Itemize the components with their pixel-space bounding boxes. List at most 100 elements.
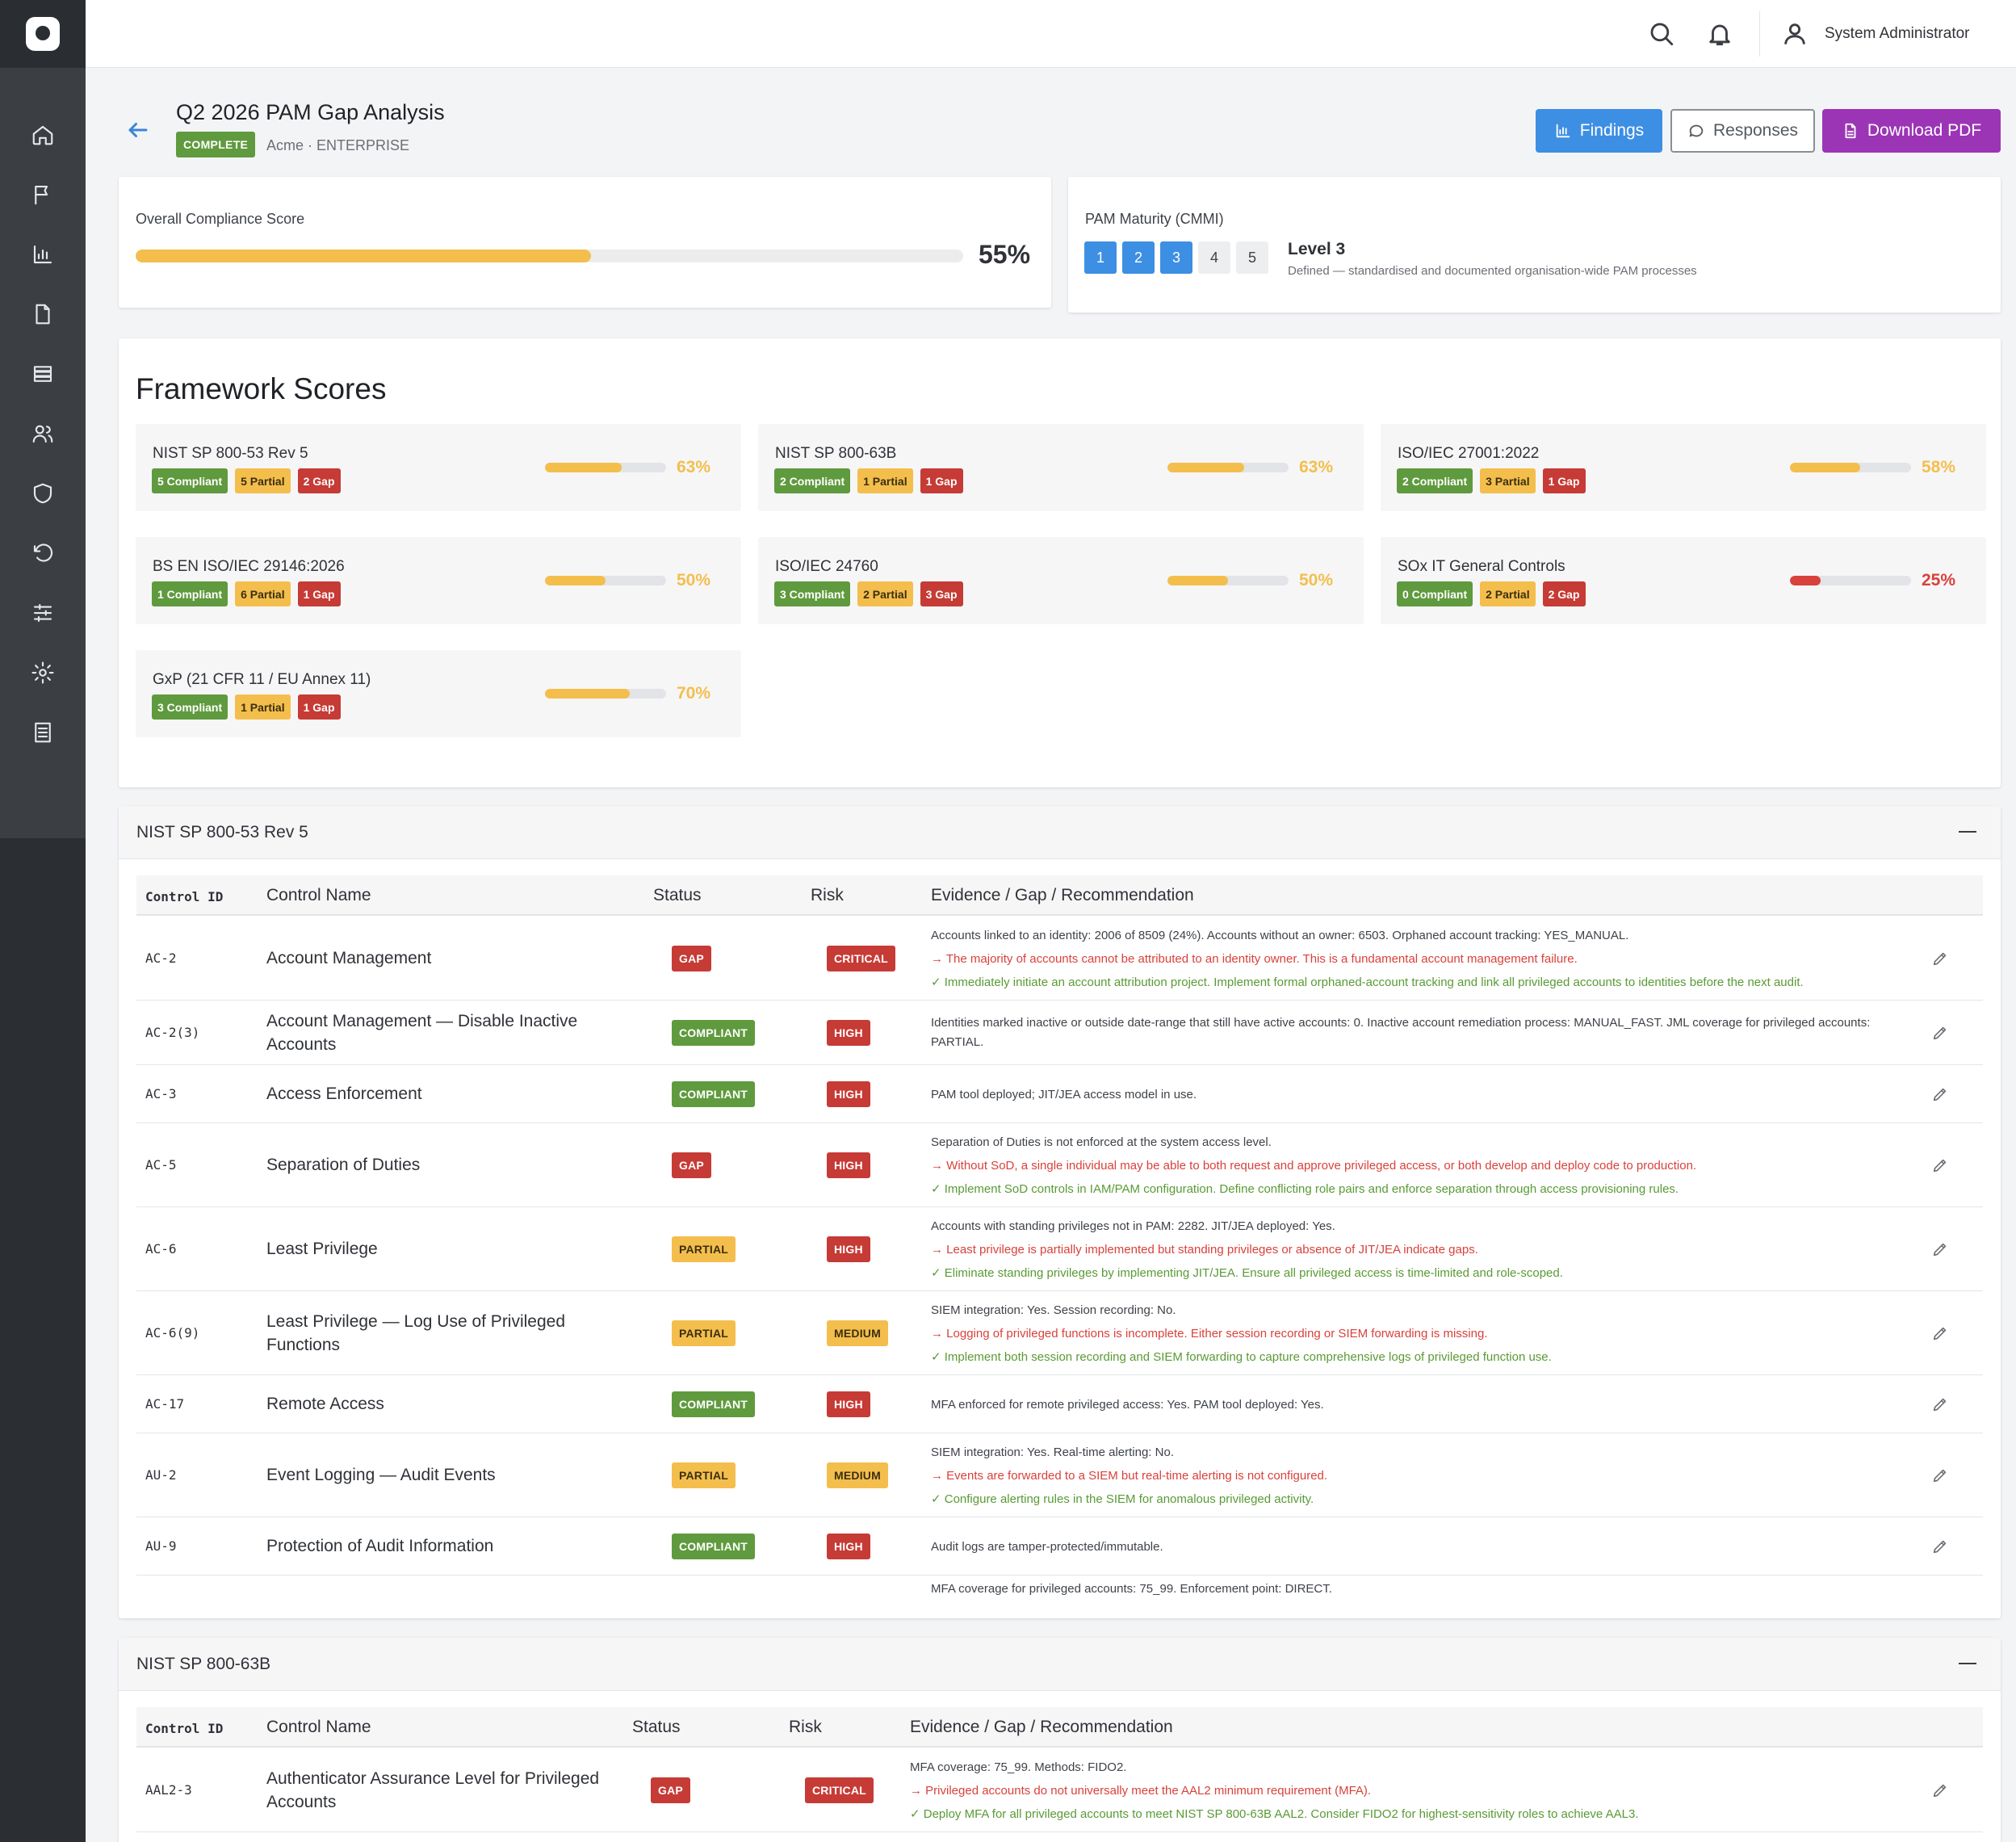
compliance-score-card: Overall Compliance Score 55%: [119, 177, 1051, 308]
status-badge: PARTIAL: [672, 1320, 736, 1346]
framework-name: NIST SP 800-63B: [775, 445, 897, 462]
control-id: AAL2-3: [145, 1782, 192, 1798]
sidebar-item-inventory[interactable]: [0, 344, 86, 404]
evidence-text: MFA coverage: 75_99. Methods: FIDO2.: [910, 1760, 1127, 1774]
gap-count-badge: 2 Gap: [1542, 581, 1586, 606]
edit-button[interactable]: [1931, 1156, 1949, 1174]
evidence-cell: MFA coverage: 75_99. Methods: FIDO2. → Pr…: [910, 1756, 1879, 1826]
flag-icon: [35, 185, 48, 205]
user-menu[interactable]: System Administrator: [1781, 18, 1970, 50]
collapse-icon[interactable]: [1959, 831, 1976, 833]
sidebar-item-settings[interactable]: [0, 643, 86, 703]
sidebar-item-reports[interactable]: [0, 224, 86, 284]
risk-badge: CRITICAL: [805, 1777, 874, 1803]
pdf-file-icon: [1845, 123, 1856, 139]
evidence-cell: Identities marked inactive or outside da…: [931, 1013, 1900, 1052]
framework-scores-card: Framework Scores NIST SP 800-53 Rev 5 5 C…: [119, 338, 2001, 787]
edit-button[interactable]: [1931, 1538, 1949, 1555]
app-logo[interactable]: [0, 0, 86, 68]
edit-button[interactable]: [1931, 1324, 1949, 1342]
collapse-icon[interactable]: [1959, 1663, 1976, 1664]
table-row[interactable]: AC-5 Separation of Duties GAP HIGH Separatio…: [136, 1123, 1983, 1207]
framework-tile[interactable]: GxP (21 CFR 11 / EU Annex 11) 3 Compliant…: [136, 650, 741, 737]
table-row[interactable]: AAL2-3 Authenticator Assurance Level for …: [136, 1748, 1983, 1832]
notifications-button[interactable]: [1704, 18, 1736, 50]
recommendation-text: ✓ Implement both session recording and S…: [931, 1349, 1552, 1364]
gap-text: → The majority of accounts cannot be att…: [931, 951, 1578, 966]
edit-button[interactable]: [1931, 1240, 1949, 1258]
control-id: AC-6(9): [145, 1325, 200, 1341]
sidebar-item-documents[interactable]: [0, 284, 86, 344]
framework-name: ISO/IEC 27001:2022: [1398, 445, 1540, 462]
table-row[interactable]: AC-17 Remote Access COMPLIANT HIGH MFA enfor…: [136, 1375, 1983, 1433]
gap-count-badge: 3 Gap: [920, 581, 963, 606]
list-document-icon: [35, 722, 51, 743]
partial-count-badge: 3 Partial: [1480, 468, 1536, 493]
home-icon: [32, 125, 53, 145]
framework-progress-fill: [545, 576, 606, 585]
th-risk: Risk: [789, 1718, 822, 1736]
table-row[interactable]: AU-9 Protection of Audit Information COMPL…: [136, 1517, 1983, 1576]
th-control-name: Control Name: [266, 886, 371, 904]
framework-tile[interactable]: NIST SP 800-53 Rev 5 5 Compliant 5 Partial…: [136, 424, 741, 511]
evidence-cell: Audit logs are tamper-protected/immutabl…: [931, 1535, 1900, 1559]
status-badge: PARTIAL: [672, 1462, 736, 1488]
table-header: Control ID Control Name Status Risk Evid…: [136, 1707, 1983, 1748]
download-pdf-button[interactable]: Download PDF: [1822, 109, 2001, 153]
table-row[interactable]: AC-2 Account Management GAP CRITICAL Account…: [136, 917, 1983, 1001]
sidebar-item-logs[interactable]: [0, 703, 86, 762]
evidence-cell: Accounts with standing privileges not in…: [931, 1215, 1900, 1285]
framework-tile[interactable]: NIST SP 800-63B 2 Compliant 1 Partial 1 Gap…: [758, 424, 1364, 511]
shield-icon: [33, 483, 52, 504]
findings-button[interactable]: Findings: [1536, 109, 1662, 153]
sidebar-item-history[interactable]: [0, 523, 86, 583]
framework-name: SOx IT General Controls: [1398, 558, 1565, 575]
section-header[interactable]: NIST SP 800-63B: [119, 1638, 2001, 1691]
edit-button[interactable]: [1931, 1085, 1949, 1103]
recommendation-text: ✓ Eliminate standing privileges by imple…: [931, 1265, 1563, 1280]
sidebar-item-users[interactable]: [0, 404, 86, 464]
framework-tile[interactable]: BS EN ISO/IEC 29146:2026 1 Compliant 6 Par…: [136, 537, 741, 624]
evidence-text: Separation of Duties is not enforced at …: [931, 1135, 1272, 1149]
framework-tile[interactable]: ISO/IEC 24760 3 Compliant 2 Partial 3 Gap 50…: [758, 537, 1364, 624]
sidebar-item-findings[interactable]: [0, 165, 86, 224]
sidebar-item-filters[interactable]: [0, 583, 86, 643]
table-row[interactable]: AC-3 Access Enforcement COMPLIANT HIGH PAM t…: [136, 1065, 1983, 1123]
bell-icon: [1709, 24, 1730, 46]
top-bar: System Administrator: [86, 0, 2016, 68]
section-nist-800-53: NIST SP 800-53 Rev 5 Control ID Control …: [119, 806, 2001, 1618]
edit-button[interactable]: [1931, 1781, 1949, 1799]
recommendation-text: ✓ Implement SoD controls in IAM/PAM conf…: [931, 1181, 1679, 1196]
edit-button[interactable]: [1931, 950, 1949, 967]
evidence-text: Accounts linked to an identity: 2006 of …: [931, 928, 1629, 942]
divider: [1759, 11, 1760, 57]
framework-score: 50%: [677, 571, 711, 590]
table-row[interactable]: AU-2 Event Logging — Audit Events PARTIAL M…: [136, 1433, 1983, 1517]
table-row[interactable]: AC-6 Least Privilege PARTIAL HIGH Accounts w…: [136, 1207, 1983, 1291]
sliders-icon: [33, 603, 52, 623]
sidebar-item-security[interactable]: [0, 464, 86, 523]
framework-tile[interactable]: ISO/IEC 27001:2022 2 Compliant 3 Partial 1 …: [1381, 424, 1986, 511]
edit-button[interactable]: [1931, 1024, 1949, 1042]
risk-badge: HIGH: [827, 1081, 870, 1107]
framework-score: 25%: [1922, 571, 1956, 590]
pencil-icon: [1933, 952, 1947, 966]
evidence-text: Identities marked inactive or outside da…: [931, 1016, 1871, 1049]
table-row[interactable]: AC-2(3) Account Management — Disable Inac…: [136, 1001, 1983, 1065]
section-header[interactable]: NIST SP 800-53 Rev 5: [119, 806, 2001, 859]
sidebar-item-home[interactable]: [0, 105, 86, 165]
gap-count-badge: 1 Gap: [1542, 468, 1586, 493]
partial-count-badge: 6 Partial: [235, 581, 291, 606]
table-row[interactable]: AC-6(9) Least Privilege — Log Use of Priv…: [136, 1291, 1983, 1375]
status-badge: COMPLETE: [176, 132, 256, 157]
responses-button[interactable]: Responses: [1670, 109, 1815, 153]
edit-button[interactable]: [1931, 1466, 1949, 1484]
control-id: AC-5: [145, 1157, 177, 1173]
search-button[interactable]: [1645, 18, 1678, 50]
framework-tile[interactable]: SOx IT General Controls 0 Compliant 2 Part…: [1381, 537, 1986, 624]
framework-scores-heading: Framework Scores: [136, 372, 387, 405]
evidence-cell: SIEM integration: Yes. Real-time alertin…: [931, 1441, 1900, 1511]
edit-button[interactable]: [1931, 1395, 1949, 1413]
back-button[interactable]: [126, 118, 150, 142]
